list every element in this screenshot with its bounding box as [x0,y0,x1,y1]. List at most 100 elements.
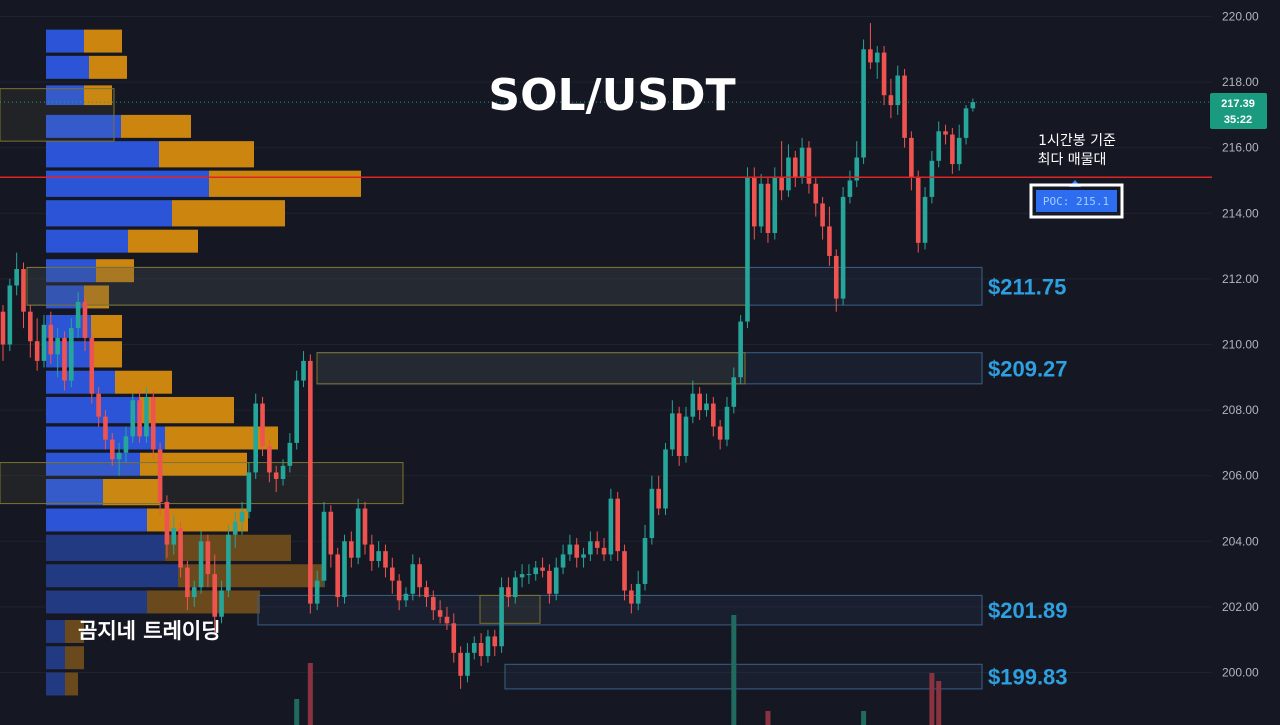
candle-body [376,551,381,561]
candle-body [116,452,122,460]
candle-body [929,160,935,197]
candle-body [369,544,375,561]
current-price-tag-bg [1210,93,1267,129]
candle-body [171,528,177,545]
candle-body [547,570,552,594]
candle-body [711,403,716,427]
candle-body [724,406,730,440]
profile-sell-bar [121,114,191,138]
volume-bars [294,615,942,725]
candle-body [772,177,778,233]
supply-box [0,88,115,142]
y-tick-label: 202.00 [1222,600,1259,614]
candle-body [178,528,183,568]
current-price-tag[interactable]: 217.39 35:22 [1210,93,1267,129]
candle-body [430,597,436,611]
profile-buy-bar [46,396,140,424]
candle-body [963,108,969,138]
y-tick-label: 210.00 [1222,338,1259,352]
candle-body [21,269,26,312]
y-tick-label: 208.00 [1222,403,1259,417]
profile-buy-bar [46,341,91,368]
candle-body [273,472,279,479]
profile-sell-bar [103,478,160,506]
current-price-value: 217.39 [1221,98,1255,110]
candle-body [915,177,921,243]
candle-body [874,52,880,63]
y-tick-label: 214.00 [1222,206,1259,220]
candle-body [656,488,661,509]
profile-buy-bar [46,478,103,506]
profile-sell-bar [84,85,112,106]
level-zone [257,594,983,626]
profile-buy-bar [46,285,84,309]
candle-body [314,580,320,604]
profile-buy-bar [46,229,128,253]
candle-body [717,426,723,440]
profile-sell-bar [96,259,134,283]
candle-body [69,328,74,381]
candle-body [267,446,272,473]
profile-buy-bar [46,85,84,106]
profile-buy-bar [46,170,209,197]
candle-body [820,203,825,227]
candle-body [806,147,812,184]
candle-body [567,544,573,555]
candle-body [697,393,702,411]
volume-bar [731,615,737,725]
poc-note-line2: 최다 매물대 [1038,152,1107,168]
poc-note-line1: 1시간봉 기준 [1038,133,1116,149]
price-axis[interactable]: 220.00 218.00 216.00 214.00 212.00 210.00 208.… [1222,10,1259,680]
candle-body [608,498,614,555]
profile-sell-bar [165,426,278,450]
candle-body [622,551,627,591]
profile-sell-bar [65,620,84,643]
candle-body [451,623,457,653]
candle-body [130,400,136,437]
candle-body [649,488,655,539]
candle-body [417,564,422,588]
candle-body [888,95,894,106]
volume-bar [294,699,300,725]
candle-body [144,396,149,437]
profile-buy-bar [46,672,65,696]
volume-profile [46,29,361,696]
candle-body [635,583,641,604]
candle-body [752,177,757,227]
candle-body [827,226,832,256]
candle-body [704,403,709,411]
profile-sell-bar [159,141,254,168]
candle-body [471,642,477,653]
profile-sell-bar [147,508,248,532]
candle-body [922,196,928,243]
profile-sell-bar [140,396,234,424]
candle-body [157,449,163,502]
candle-body [260,403,265,447]
candle-body [799,147,805,178]
candle-body [150,396,156,450]
candle-body [396,580,402,601]
candle-body [936,131,942,161]
candle-body [403,593,409,601]
volume-bar [765,711,771,725]
candle-body [362,508,368,545]
profile-buy-bar [46,55,89,79]
candle-body [902,75,907,138]
candle-body [458,652,463,676]
candle-body [731,377,737,407]
candle-body [328,511,334,555]
level-price-label: $209.27 [988,356,1068,381]
profile-sell-bar [65,646,84,670]
candle-body [335,554,340,598]
candle-body [89,337,95,394]
candle-body [7,285,13,345]
profile-buy-bar [46,141,159,168]
profile-sell-bar [91,314,122,338]
y-tick-label: 212.00 [1222,272,1259,286]
candle-body [813,183,819,204]
candle-body [48,324,54,355]
candle-body [137,400,142,437]
profile-sell-bar [84,29,122,53]
candle-body [519,574,525,578]
